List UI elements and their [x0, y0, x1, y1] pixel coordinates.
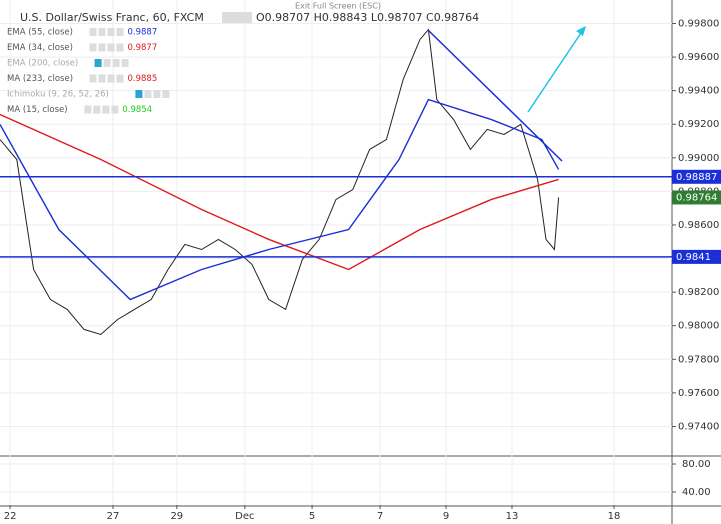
icon [89, 28, 97, 36]
arrow-head [576, 26, 586, 36]
icon [103, 59, 111, 67]
icon [89, 43, 97, 52]
icon [98, 28, 106, 36]
indicator-name: EMA (200, close) [7, 59, 78, 69]
y-tick-label: 0.98600 [678, 220, 719, 231]
icon [107, 74, 115, 83]
x-tick-label: 13 [506, 511, 519, 522]
y-tick-label: 0.98200 [678, 287, 719, 298]
x-tick-label: 18 [608, 511, 621, 522]
indicator-value: 0.9887 [128, 28, 158, 38]
y-tick-label: 0.99800 [678, 19, 719, 30]
ohlc: O0.98707 H0.98843 L0.98707 C0.98764 [256, 11, 479, 24]
icon [84, 105, 92, 114]
series-line [0, 98, 560, 301]
icon [107, 28, 115, 36]
y-tick-label: 0.97600 [678, 388, 719, 399]
y2-tick-label: 40.00 [682, 487, 711, 498]
indicator-name: MA (233, close) [7, 74, 73, 84]
y2-tick-label: 80.00 [682, 459, 711, 470]
trend-line [427, 29, 563, 162]
x-tick-label: 22 [4, 511, 17, 522]
y-tick-label: 0.99400 [678, 86, 719, 97]
price-tag [672, 249, 721, 264]
chart-title: U.S. Dollar/Swiss Franc, 60, FXCM [20, 11, 204, 24]
icon [94, 59, 102, 67]
price-tag-label: 0.98764 [676, 192, 717, 203]
icon [102, 105, 110, 114]
icon [144, 90, 152, 98]
x-tick-label: 7 [377, 511, 383, 522]
x-tick-label: 29 [170, 511, 183, 522]
x-tick-label: Dec [235, 511, 254, 522]
price-tag [672, 169, 721, 184]
y-tick-label: 0.97400 [678, 421, 719, 432]
icon [89, 74, 97, 83]
y-tick-label: 0.99000 [678, 153, 719, 164]
series-line [0, 28, 560, 336]
icon [222, 12, 252, 23]
icon [98, 74, 106, 83]
indicator-value: 0.9885 [128, 74, 158, 84]
indicator-name: MA (15, close) [7, 105, 68, 115]
exit-label[interactable]: Exit Full Screen (ESC) [295, 2, 381, 11]
icon [107, 43, 115, 52]
y-tick-label: 0.99600 [678, 52, 719, 63]
arrow [527, 29, 584, 113]
icon [153, 90, 161, 98]
legend: EMA (55, close) 0.9887 EMA (34, close) 0.98… [7, 28, 170, 115]
indicator-name: EMA (34, close) [7, 43, 73, 53]
icon [116, 74, 124, 83]
y-tick-label: 0.99200 [678, 119, 719, 130]
icon [135, 90, 143, 98]
price-tag-label: 0.9841 [676, 252, 711, 263]
x-tick-label: 5 [309, 511, 315, 522]
indicator-value: 0.9877 [128, 43, 158, 53]
y-tick-label: 0.98000 [678, 321, 719, 332]
icon [111, 105, 119, 114]
icon [116, 28, 124, 36]
plot [0, 0, 672, 505]
indicator-name: EMA (55, close) [7, 28, 73, 38]
icon [98, 43, 106, 52]
price-tag-label: 0.98887 [676, 172, 717, 183]
series-line [0, 113, 559, 271]
y-tick-label: 0.97800 [678, 354, 719, 365]
x-tick-label: 27 [107, 511, 120, 522]
indicator-name: Ichimoku (9, 26, 52, 26) [7, 90, 109, 100]
indicator-value: 0.9854 [122, 105, 152, 115]
x-tick-label: 9 [443, 511, 449, 522]
icon [112, 59, 120, 67]
icon [121, 59, 129, 67]
icon [116, 43, 124, 52]
icon [162, 90, 170, 98]
price-tag [672, 190, 721, 205]
icon [93, 105, 101, 114]
